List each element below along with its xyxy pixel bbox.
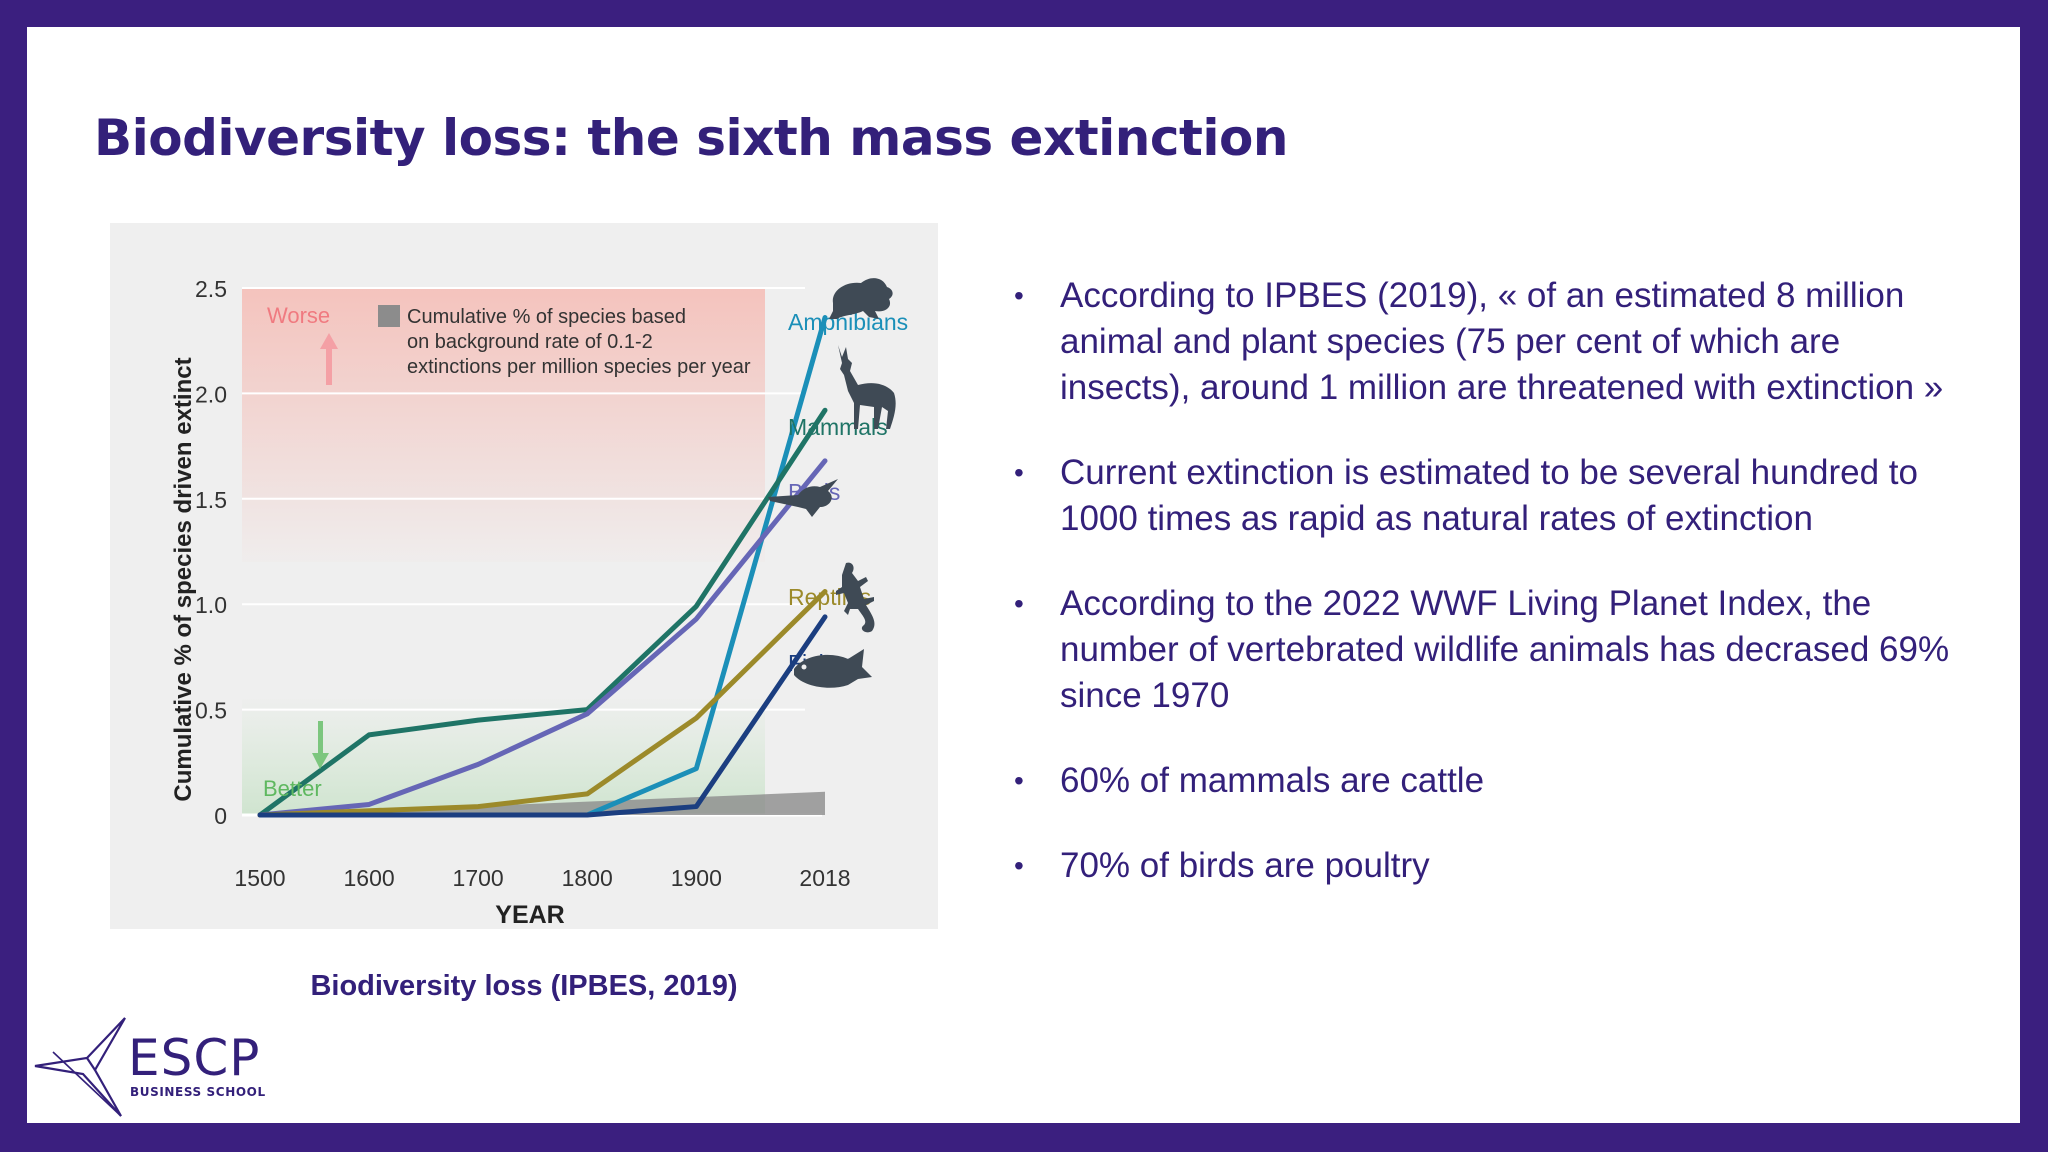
chart-area: 0 0.5 1.0 1.5 2.0 2.5 1500 1600 1700 1800 1900 2018…: [110, 223, 938, 929]
better-label: Better: [263, 776, 322, 801]
worse-arrow-shaft: [326, 347, 332, 385]
bullet-extinction-rate: Current extinction is estimated to be se…: [1007, 450, 1967, 542]
escp-logo-text: ESCP: [128, 1029, 261, 1087]
x-tick-label: 1800: [562, 865, 613, 891]
y-tick-label: 1.5: [195, 487, 227, 513]
x-tick-label: 1600: [343, 865, 394, 891]
x-tick-label: 1900: [671, 865, 722, 891]
slide-title: Biodiversity loss: the sixth mass extinc…: [94, 109, 1288, 167]
chart-caption: Biodiversity loss (IPBES, 2019): [310, 970, 738, 1002]
lizard-icon: [836, 562, 875, 633]
y-tick-label: 2.5: [195, 276, 227, 302]
y-tick-label: 1.0: [195, 592, 227, 618]
series-line-reptiles: [257, 589, 828, 818]
series-line-fishes: [257, 614, 828, 818]
x-axis-title: YEAR: [495, 901, 564, 929]
bullet-ipbes: According to IPBES (2019), « of an estim…: [1007, 273, 1967, 411]
series-line-birds: [257, 458, 828, 818]
slide: Biodiversity loss: the sixth mass extinc…: [27, 27, 2020, 1123]
fish-icon: [794, 649, 872, 688]
deer-icon: [838, 345, 896, 429]
bullet-birds-poultry: 70% of birds are poultry: [1007, 843, 1967, 889]
worse-label: Worse: [267, 303, 330, 328]
legend-swatch: [378, 305, 400, 327]
series-label-mammals: Mammals: [788, 414, 888, 440]
x-tick-label: 2018: [799, 865, 850, 891]
better-arrow-icon: [312, 753, 329, 769]
y-tick-label: 0.5: [195, 698, 227, 724]
x-tick-label: 1700: [453, 865, 504, 891]
better-arrow-shaft: [318, 721, 323, 754]
hummingbird-icon: [768, 479, 838, 517]
worse-arrow-icon: [320, 333, 338, 349]
y-axis-title: Cumulative % of species driven extinct: [170, 357, 197, 801]
y-tick-label: 0: [214, 803, 227, 829]
bullet-mammals-cattle: 60% of mammals are cattle: [1007, 758, 1967, 804]
bullet-list: According to IPBES (2019), « of an estim…: [1007, 273, 1967, 928]
biodiversity-chart: 0 0.5 1.0 1.5 2.0 2.5 1500 1600 1700 1800 1900 2018…: [170, 276, 908, 929]
escp-star-icon: [34, 1017, 126, 1117]
series-line-mammals: [257, 407, 828, 818]
legend-note-line: on background rate of 0.1-2: [407, 331, 653, 353]
bullet-living-planet-index: According to the 2022 WWF Living Planet …: [1007, 581, 1967, 719]
legend-note-line: Cumulative % of species based: [407, 306, 686, 328]
escp-logo-subtitle: BUSINESS SCHOOL: [130, 1085, 266, 1099]
y-tick-label: 2.0: [195, 381, 227, 407]
worse-band: [242, 288, 765, 563]
x-tick-label: 1500: [234, 865, 285, 891]
legend-note-line: extinctions per million species per year: [407, 356, 751, 378]
frog-icon: [829, 278, 893, 319]
